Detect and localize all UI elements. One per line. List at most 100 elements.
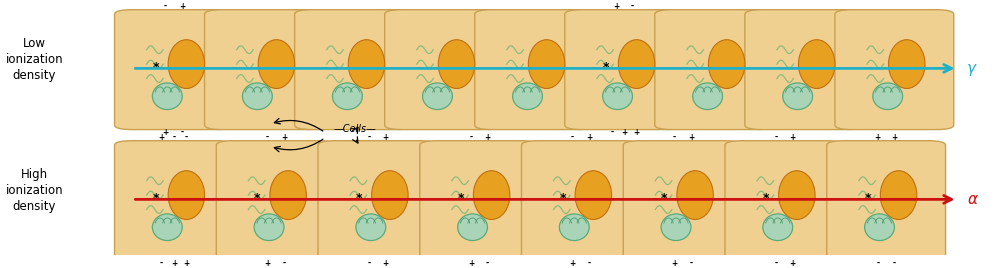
Ellipse shape — [438, 40, 475, 88]
Text: -: - — [266, 133, 269, 142]
Text: -: - — [172, 133, 176, 142]
Text: -: - — [486, 259, 489, 268]
FancyBboxPatch shape — [827, 141, 946, 260]
Ellipse shape — [254, 214, 284, 241]
FancyBboxPatch shape — [475, 10, 594, 130]
FancyBboxPatch shape — [655, 10, 774, 130]
Text: +: + — [158, 133, 165, 142]
Ellipse shape — [168, 171, 205, 219]
Ellipse shape — [873, 83, 903, 110]
Ellipse shape — [513, 83, 542, 110]
Text: +: + — [264, 259, 271, 268]
Text: -: - — [164, 2, 167, 11]
Text: *: * — [603, 61, 609, 74]
Text: +: + — [790, 259, 796, 268]
FancyBboxPatch shape — [835, 10, 954, 130]
Text: +: + — [179, 2, 185, 11]
Ellipse shape — [356, 214, 386, 241]
Text: -: - — [181, 128, 184, 137]
Ellipse shape — [603, 83, 632, 110]
Text: -: - — [368, 259, 371, 268]
FancyBboxPatch shape — [522, 141, 640, 260]
Ellipse shape — [618, 40, 655, 88]
FancyBboxPatch shape — [318, 141, 437, 260]
Text: *: * — [661, 192, 668, 205]
FancyBboxPatch shape — [725, 141, 844, 260]
Text: +: + — [891, 133, 898, 142]
Text: +: + — [468, 259, 474, 268]
Text: —Cells—: —Cells— — [334, 124, 377, 134]
Ellipse shape — [168, 40, 205, 88]
Ellipse shape — [152, 83, 182, 110]
FancyBboxPatch shape — [115, 141, 233, 260]
Text: +: + — [281, 133, 287, 142]
Text: +: + — [383, 259, 389, 268]
Text: -: - — [368, 133, 371, 142]
Ellipse shape — [798, 40, 835, 88]
Ellipse shape — [258, 40, 295, 88]
Text: *: * — [356, 192, 362, 205]
Text: Low
ionization
density: Low ionization density — [6, 37, 63, 82]
Text: -: - — [893, 259, 896, 268]
FancyBboxPatch shape — [745, 10, 864, 130]
Text: +: + — [621, 128, 627, 137]
Text: -: - — [282, 259, 286, 268]
Text: +: + — [171, 259, 177, 268]
Text: -: - — [775, 259, 778, 268]
Text: +: + — [633, 128, 640, 137]
Ellipse shape — [152, 214, 182, 241]
Ellipse shape — [783, 83, 813, 110]
Ellipse shape — [559, 214, 589, 241]
Text: *: * — [763, 192, 769, 205]
Ellipse shape — [423, 83, 452, 110]
Text: *: * — [559, 192, 566, 205]
FancyBboxPatch shape — [385, 10, 504, 130]
Text: +: + — [688, 133, 694, 142]
Text: *: * — [152, 192, 159, 205]
Text: +: + — [383, 133, 389, 142]
Ellipse shape — [779, 171, 815, 219]
Text: γ: γ — [967, 61, 976, 76]
Ellipse shape — [865, 214, 894, 241]
Text: -: - — [689, 259, 693, 268]
Ellipse shape — [661, 214, 691, 241]
Text: -: - — [160, 259, 163, 268]
FancyBboxPatch shape — [115, 10, 233, 130]
Text: -: - — [775, 133, 778, 142]
Ellipse shape — [708, 40, 745, 88]
Text: α: α — [967, 192, 977, 207]
Ellipse shape — [693, 83, 723, 110]
Text: -: - — [588, 259, 591, 268]
Text: -: - — [876, 259, 879, 268]
Ellipse shape — [348, 40, 385, 88]
Text: +: + — [163, 128, 169, 137]
FancyBboxPatch shape — [420, 141, 539, 260]
Text: +: + — [875, 133, 881, 142]
Text: *: * — [152, 61, 159, 74]
FancyBboxPatch shape — [565, 10, 684, 130]
Text: +: + — [484, 133, 491, 142]
Ellipse shape — [763, 214, 793, 241]
Text: -: - — [610, 128, 613, 137]
Text: High
ionization
density: High ionization density — [6, 168, 63, 213]
Ellipse shape — [473, 171, 510, 219]
Text: -: - — [673, 133, 676, 142]
Text: +: + — [671, 259, 677, 268]
Ellipse shape — [270, 171, 306, 219]
FancyBboxPatch shape — [623, 141, 742, 260]
Text: -: - — [571, 133, 574, 142]
Ellipse shape — [332, 83, 362, 110]
Text: +: + — [613, 2, 619, 11]
Text: +: + — [790, 133, 796, 142]
Ellipse shape — [242, 83, 272, 110]
FancyBboxPatch shape — [205, 10, 323, 130]
Ellipse shape — [458, 214, 487, 241]
Text: *: * — [865, 192, 871, 205]
Text: -: - — [469, 133, 472, 142]
FancyBboxPatch shape — [216, 141, 335, 260]
Ellipse shape — [677, 171, 713, 219]
Text: *: * — [458, 192, 464, 205]
Ellipse shape — [889, 40, 925, 88]
Ellipse shape — [575, 171, 612, 219]
Ellipse shape — [880, 171, 917, 219]
